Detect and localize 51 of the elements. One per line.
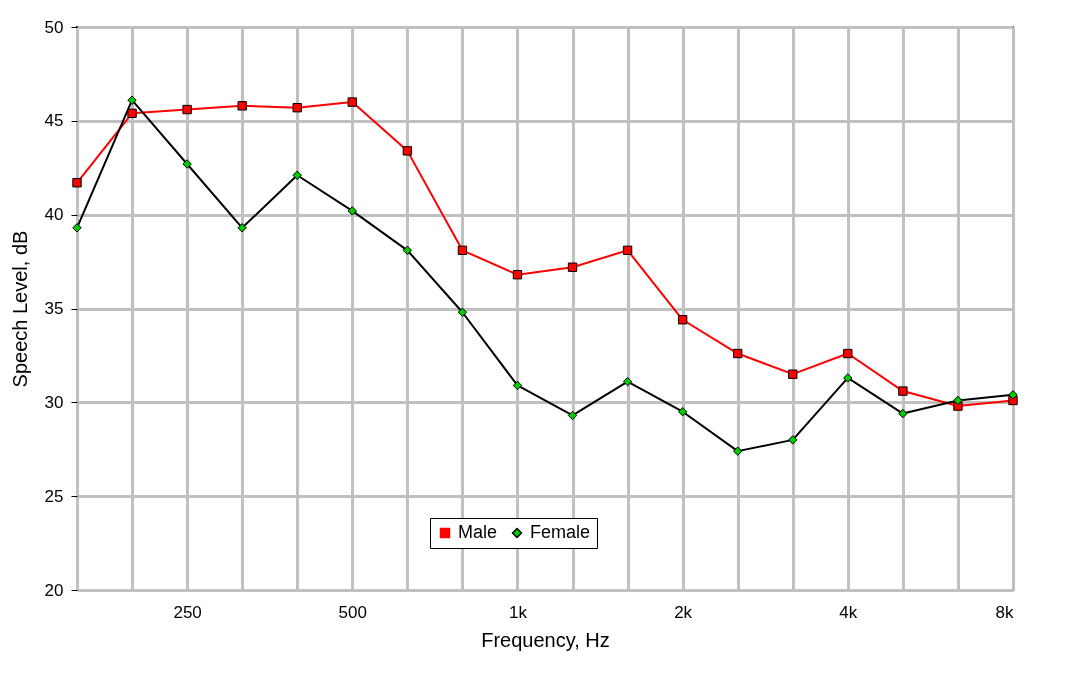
point bbox=[512, 380, 523, 391]
point bbox=[567, 262, 578, 272]
point bbox=[127, 95, 137, 105]
point bbox=[567, 410, 578, 421]
point bbox=[898, 386, 908, 396]
point bbox=[292, 170, 302, 180]
point bbox=[292, 103, 302, 113]
point bbox=[622, 377, 633, 387]
point bbox=[622, 245, 633, 256]
x-axis-title: Frequency, Hz bbox=[481, 628, 610, 651]
x-tick-label: 2k bbox=[674, 602, 693, 622]
x-tick-label: 250 bbox=[173, 602, 202, 622]
x-tick-label: 500 bbox=[338, 602, 367, 622]
point bbox=[182, 159, 192, 169]
y-tick-label: 40 bbox=[44, 205, 64, 225]
point bbox=[843, 373, 853, 383]
x-tick-label: 8k bbox=[995, 602, 1014, 622]
point bbox=[788, 435, 798, 445]
point bbox=[457, 307, 468, 317]
point bbox=[402, 245, 413, 256]
legend-label: Female bbox=[530, 522, 591, 542]
y-tick-label: 50 bbox=[44, 17, 64, 37]
point bbox=[1008, 390, 1018, 400]
point bbox=[237, 101, 247, 111]
point bbox=[788, 369, 798, 379]
point bbox=[127, 108, 137, 119]
y-tick-label: 25 bbox=[44, 486, 64, 506]
y-tick-label: 20 bbox=[44, 580, 64, 600]
point bbox=[457, 245, 468, 256]
y-tick-label: 30 bbox=[44, 392, 64, 412]
point bbox=[733, 446, 743, 456]
point bbox=[347, 97, 357, 107]
x-tick-label: 1k bbox=[508, 602, 528, 622]
y-tick-label: 35 bbox=[44, 299, 64, 318]
point bbox=[237, 223, 247, 233]
point bbox=[843, 348, 853, 359]
point bbox=[677, 407, 688, 417]
point bbox=[953, 395, 963, 406]
point bbox=[402, 146, 413, 156]
legend-label: Male bbox=[458, 522, 498, 542]
point bbox=[512, 270, 523, 280]
point bbox=[677, 315, 688, 325]
point bbox=[898, 408, 908, 419]
y-tick-label: 45 bbox=[44, 111, 64, 131]
point bbox=[182, 104, 192, 115]
point bbox=[347, 206, 357, 216]
point bbox=[72, 223, 82, 233]
x-tick-label: 4k bbox=[839, 602, 858, 622]
y-axis-title: Speech Level, dB bbox=[8, 230, 31, 388]
point bbox=[733, 348, 743, 359]
point bbox=[72, 178, 82, 188]
